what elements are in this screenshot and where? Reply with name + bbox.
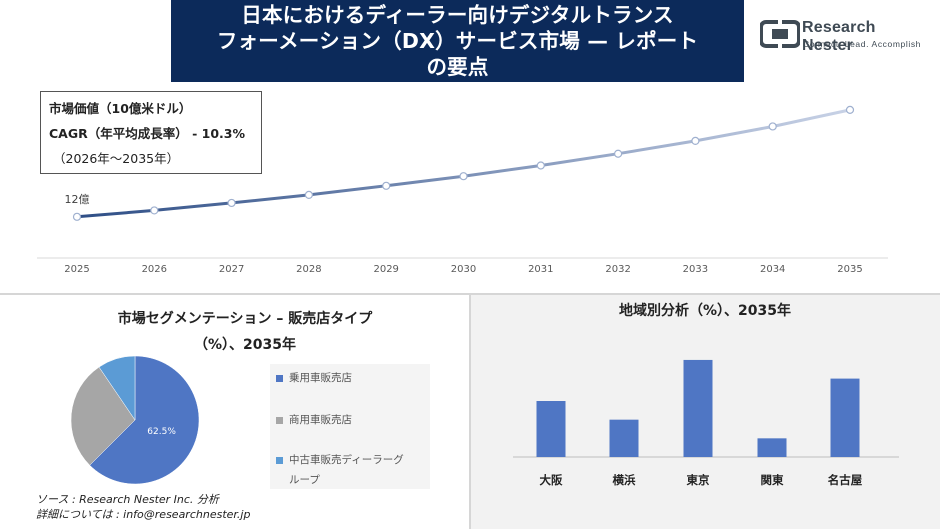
legend-swatch [276,417,283,424]
x-tick-label: 2034 [760,264,785,275]
x-tick-label: 2025 [64,264,89,275]
pie-slice-1 [70,366,136,466]
pie-slice-0 [89,355,200,485]
bar-category-label: 関東 [761,473,784,487]
x-tick-label: 2035 [837,264,862,275]
x-tick-label: 2033 [683,264,708,275]
segment-chart-title: 市場セグメンテーション – 販売店タイプ （%）、2035年 [80,306,410,358]
pie-legend: 乗用車販売店 商用車販売店中古車販売ディーラーグ ループ [270,364,430,489]
data-point-2035 [845,105,855,114]
bar-関東 [757,438,787,457]
bar-横浜 [609,419,639,457]
x-tick-label: 2029 [373,264,398,275]
data-point-2034 [768,122,777,131]
regional-chart-title: 地域別分析（%）、2035年 [619,303,791,319]
period-label: （2026年～2035年） [53,151,180,166]
source-line: ソース : Research Nester Inc. 分析 [36,493,219,506]
segment-title-line-2: （%）、2035年 [194,337,296,353]
legend-label: 乗用車販売店 [289,372,352,384]
data-point-2029 [382,181,391,190]
segment-pie-chart: 62.5% [70,355,200,485]
data-point-2026 [150,206,159,215]
x-tick-label: 2030 [451,264,476,275]
source-note: ソース : Research Nester Inc. 分析 詳細については : … [36,492,250,522]
legend-swatch [276,375,283,382]
title-line-2: フォーメーション（DX）サービス市場 — レポート [216,29,699,53]
data-point-2030 [459,172,468,181]
legend-label: 商用車販売店 [289,414,352,426]
section-divider [0,293,940,295]
logo-tagline: Connect. Lead. Accomplish [803,39,922,49]
market-growth-line-chart: 12億32億 202520262027202820292030203120322… [37,105,888,275]
bar-category-label: 大阪 [540,473,563,487]
legend-item-1: 商用車販売店 [276,410,429,430]
bar-category-label: 横浜 [613,473,636,487]
legend-item-0: 乗用車販売店 [276,368,429,388]
data-point-2031 [536,161,545,170]
legend-label: 中古車販売ディーラーグ [289,454,404,466]
logo-mark-icon [759,20,801,48]
x-tick-label: 2027 [219,264,244,275]
panel-divider [469,295,471,529]
bar-名古屋 [830,378,860,457]
legend-swatch [276,457,283,464]
bar-大阪 [536,401,566,457]
data-point-2032 [613,149,623,158]
data-point-2025 [72,212,82,221]
data-point-2033 [691,136,700,145]
market-value-label: 市場価値（10億米ドル） [49,101,192,116]
data-label-2025: 12億 [65,193,90,206]
market-info-box: 市場価値（10億米ドル） CAGR（年平均成長率） - 10.3% （2026年… [40,91,262,174]
title-line-3: の要点 [426,55,489,79]
pie-data-label: 62.5% [147,427,176,437]
regional-bar-chart: 大阪 横浜 東京 関東 名古屋 [513,359,899,487]
x-tick-label: 2028 [296,264,321,275]
cagr-label: CAGR（年平均成長率） - 10.3% [49,126,245,141]
data-point-2028 [304,190,313,200]
header-banner: 日本におけるディーラー向けデジタルトランス フォーメーション（DX）サービス市場… [171,0,744,82]
x-tick-label: 2026 [142,264,167,275]
logo: Research Nester Connect. Lead. Accomplis… [759,18,930,54]
bar-category-label: 名古屋 [828,473,863,487]
bar-東京 [683,359,713,457]
pie-slice-2 [98,355,136,421]
title-line-1: 日本におけるディーラー向けデジタルトランス [241,3,674,27]
legend-label: ループ [289,474,320,486]
x-tick-label: 2031 [528,264,553,275]
contact-line: 詳細については : info@researchnester.jp [36,508,251,521]
data-point-2027 [227,198,236,208]
segment-title-line-1: 市場セグメンテーション – 販売店タイプ [117,311,373,327]
series-line [76,108,851,219]
x-tick-label: 2032 [605,264,630,275]
bar-category-label: 東京 [687,473,710,487]
legend-item-2: 中古車販売ディーラーグ ループ [276,450,429,490]
logo-name: Research Nester [802,19,876,54]
